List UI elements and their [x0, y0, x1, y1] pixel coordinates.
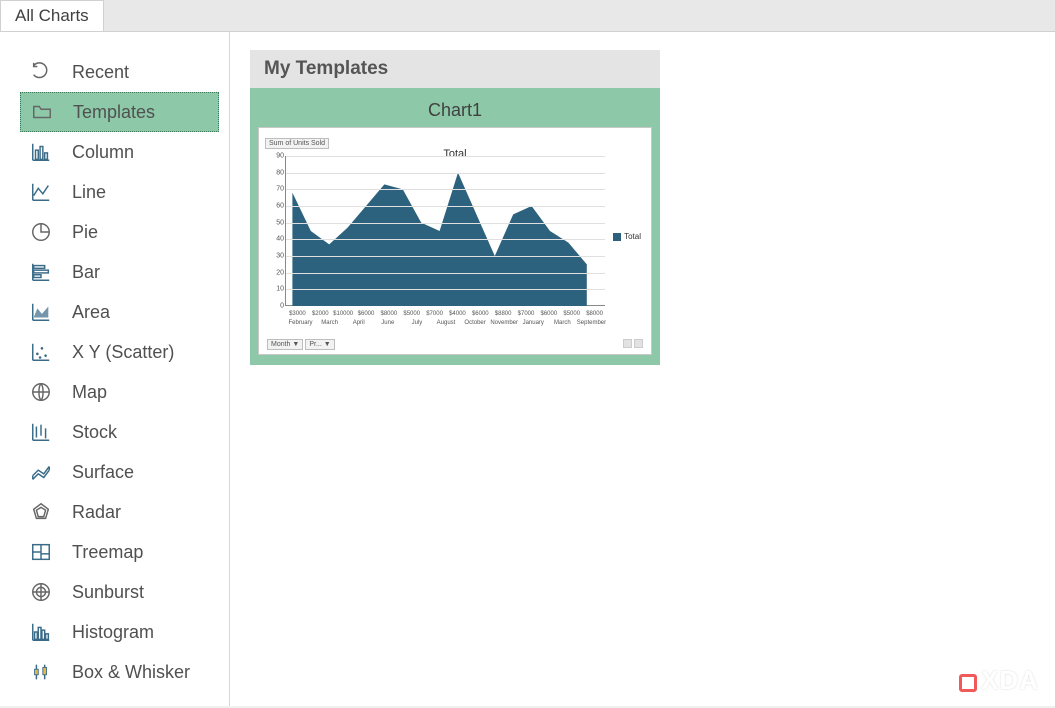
- sidebar-item-stock[interactable]: Stock: [20, 412, 219, 452]
- tab-bar: All Charts: [0, 0, 1055, 32]
- surface-icon: [30, 461, 60, 483]
- xda-text: XDA: [981, 665, 1039, 696]
- sidebar-item-pie[interactable]: Pie: [20, 212, 219, 252]
- template-card[interactable]: Chart1 Sum of Units Sold Total 010203040…: [250, 88, 660, 365]
- area-chart-svg: [286, 156, 606, 306]
- map-icon: [30, 381, 60, 403]
- boxwhisker-icon: [30, 661, 60, 683]
- sidebar-label: Templates: [73, 102, 155, 123]
- chart-filter-dropdown: Pr... ▼: [305, 339, 334, 350]
- sidebar-item-box-whisker[interactable]: Box & Whisker: [20, 652, 219, 692]
- sidebar-label: Recent: [72, 62, 129, 83]
- sidebar-item-line[interactable]: Line: [20, 172, 219, 212]
- ytick: 30: [266, 253, 284, 260]
- section-title: My Templates: [250, 50, 660, 88]
- xtick-amount: $8000: [580, 311, 610, 317]
- sidebar-label: X Y (Scatter): [72, 342, 174, 363]
- sidebar-label: Map: [72, 382, 107, 403]
- chart-filter-dropdown: Month ▼: [267, 339, 303, 350]
- chart-filter-controls: Month ▼Pr... ▼: [267, 339, 335, 350]
- sidebar-item-x-y-scatter-[interactable]: X Y (Scatter): [20, 332, 219, 372]
- sidebar-label: Area: [72, 302, 110, 323]
- radar-icon: [30, 501, 60, 523]
- line-icon: [30, 181, 60, 203]
- sidebar-label: Treemap: [72, 542, 143, 563]
- sidebar-label: Line: [72, 182, 106, 203]
- histogram-icon: [30, 621, 60, 643]
- sidebar-label: Box & Whisker: [72, 662, 190, 683]
- sidebar-label: Bar: [72, 262, 100, 283]
- column-icon: [30, 141, 60, 163]
- xtick-month: September: [574, 320, 608, 326]
- sidebar-item-templates[interactable]: Templates: [20, 92, 219, 132]
- sidebar-label: Histogram: [72, 622, 154, 643]
- ytick: 70: [266, 186, 284, 193]
- sidebar-item-map[interactable]: Map: [20, 372, 219, 412]
- sidebar-item-sunburst[interactable]: Sunburst: [20, 572, 219, 612]
- folder-icon: [31, 101, 61, 123]
- sidebar-label: Pie: [72, 222, 98, 243]
- legend-label: Total: [624, 232, 641, 241]
- sidebar-item-column[interactable]: Column: [20, 132, 219, 172]
- content-pane: My Templates Chart1 Sum of Units Sold To…: [230, 32, 1055, 706]
- sidebar-item-surface[interactable]: Surface: [20, 452, 219, 492]
- ytick: 20: [266, 269, 284, 276]
- ytick: 50: [266, 219, 284, 226]
- chart-field-button: Sum of Units Sold: [265, 138, 329, 149]
- sidebar-label: Stock: [72, 422, 117, 443]
- sidebar-item-histogram[interactable]: Histogram: [20, 612, 219, 652]
- chart-thumbnail: Sum of Units Sold Total 0102030405060708…: [258, 127, 652, 355]
- ytick: 0: [266, 303, 284, 310]
- chart-view-toggles: [623, 339, 643, 348]
- treemap-icon: [30, 541, 60, 563]
- pie-icon: [30, 221, 60, 243]
- main-area: Recent Templates Column Line Pie Bar Area X Y (…: [0, 32, 1055, 706]
- ytick: 40: [266, 236, 284, 243]
- sunburst-icon: [30, 581, 60, 603]
- sidebar-label: Sunburst: [72, 582, 144, 603]
- tab-all-charts[interactable]: All Charts: [0, 0, 104, 31]
- sidebar-label: Surface: [72, 462, 134, 483]
- ytick: 90: [266, 153, 284, 160]
- sidebar-item-area[interactable]: Area: [20, 292, 219, 332]
- sidebar-item-radar[interactable]: Radar: [20, 492, 219, 532]
- bar-icon: [30, 261, 60, 283]
- chart-legend: Total: [613, 232, 641, 241]
- sidebar-label: Column: [72, 142, 134, 163]
- legend-swatch: [613, 233, 621, 241]
- area-icon: [30, 301, 60, 323]
- stock-icon: [30, 421, 60, 443]
- sidebar-item-recent[interactable]: Recent: [20, 52, 219, 92]
- sidebar-item-treemap[interactable]: Treemap: [20, 532, 219, 572]
- ytick: 80: [266, 169, 284, 176]
- xda-logo-icon: [959, 674, 977, 692]
- recent-icon: [30, 61, 60, 83]
- scatter-icon: [30, 341, 60, 363]
- ytick: 60: [266, 203, 284, 210]
- sidebar-label: Radar: [72, 502, 121, 523]
- template-title: Chart1: [258, 96, 652, 127]
- ytick: 10: [266, 286, 284, 293]
- xda-watermark: XDA: [959, 665, 1039, 696]
- chart-plot-area: 0102030405060708090$3000$2000$10000$6000…: [285, 156, 605, 306]
- chart-type-sidebar: Recent Templates Column Line Pie Bar Area X Y (…: [0, 32, 230, 706]
- sidebar-item-bar[interactable]: Bar: [20, 252, 219, 292]
